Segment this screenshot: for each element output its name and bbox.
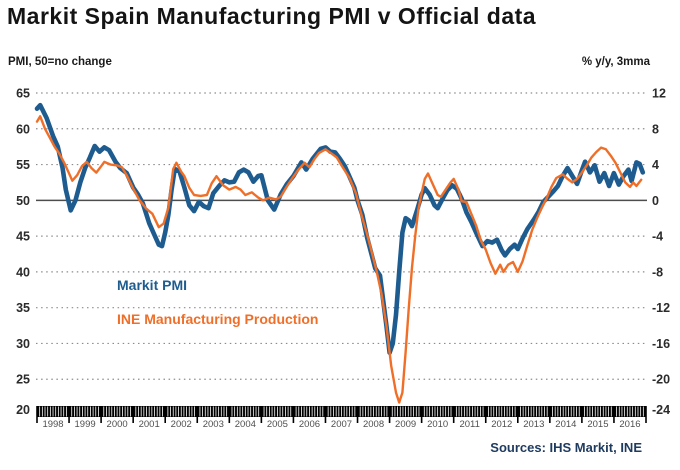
svg-text:-4: -4 — [652, 230, 663, 244]
svg-text:2012: 2012 — [491, 419, 512, 430]
source-note: Sources: IHS Markit, INE — [490, 440, 642, 455]
svg-text:2002: 2002 — [171, 419, 192, 430]
svg-text:2005: 2005 — [267, 419, 288, 430]
svg-text:0: 0 — [652, 194, 659, 208]
svg-text:60: 60 — [16, 122, 30, 136]
svg-text:30: 30 — [16, 337, 30, 351]
svg-text:1999: 1999 — [75, 419, 96, 430]
legend-markit-pmi: Markit PMI — [117, 277, 188, 293]
svg-text:4: 4 — [652, 158, 659, 172]
svg-text:25: 25 — [16, 373, 30, 387]
svg-text:2009: 2009 — [395, 419, 416, 430]
svg-text:-24: -24 — [652, 403, 670, 417]
svg-text:20: 20 — [16, 403, 30, 417]
left-axis-tick-labels: 65 60 55 50 45 40 35 30 25 20 — [16, 87, 30, 418]
svg-text:2008: 2008 — [363, 419, 384, 430]
svg-text:65: 65 — [16, 87, 30, 101]
svg-text:-16: -16 — [652, 337, 670, 351]
svg-text:40: 40 — [16, 265, 30, 279]
svg-text:2016: 2016 — [619, 419, 640, 430]
svg-text:-12: -12 — [652, 301, 670, 315]
svg-text:1998: 1998 — [42, 419, 63, 430]
grid-layer — [36, 92, 647, 380]
svg-text:2014: 2014 — [555, 419, 576, 430]
svg-text:2013: 2013 — [523, 419, 544, 430]
svg-text:2011: 2011 — [459, 419, 479, 430]
svg-text:2001: 2001 — [139, 419, 160, 430]
svg-text:-20: -20 — [652, 373, 670, 387]
svg-text:2003: 2003 — [203, 419, 224, 430]
ine-line — [35, 115, 643, 404]
svg-text:2007: 2007 — [331, 419, 352, 430]
svg-text:45: 45 — [16, 230, 30, 244]
legend-ine-production: INE Manufacturing Production — [117, 311, 319, 327]
svg-text:12: 12 — [652, 87, 666, 101]
right-axis-tick-labels: 12 8 4 0 -4 -8 -12 -16 -20 -24 — [652, 87, 670, 418]
svg-text:35: 35 — [16, 301, 30, 315]
svg-text:2004: 2004 — [235, 419, 256, 430]
svg-text:2015: 2015 — [587, 419, 608, 430]
svg-text:-8: -8 — [652, 265, 663, 279]
svg-text:8: 8 — [652, 122, 659, 136]
year-tick-labels: 1998 1999 2000 2001 2002 2003 2004 2005 2006 2007… — [42, 419, 640, 430]
x-axis-bar — [36, 406, 647, 423]
svg-text:2006: 2006 — [299, 419, 320, 430]
page-title: Markit Spain Manufacturing PMI v Officia… — [7, 3, 537, 29]
right-axis-caption: % y/y, 3mma — [581, 56, 650, 68]
left-axis-caption: PMI, 50=no change — [8, 56, 112, 68]
svg-text:2010: 2010 — [427, 419, 448, 430]
svg-text:55: 55 — [16, 158, 30, 172]
svg-text:50: 50 — [16, 194, 30, 208]
svg-text:2000: 2000 — [107, 419, 128, 430]
